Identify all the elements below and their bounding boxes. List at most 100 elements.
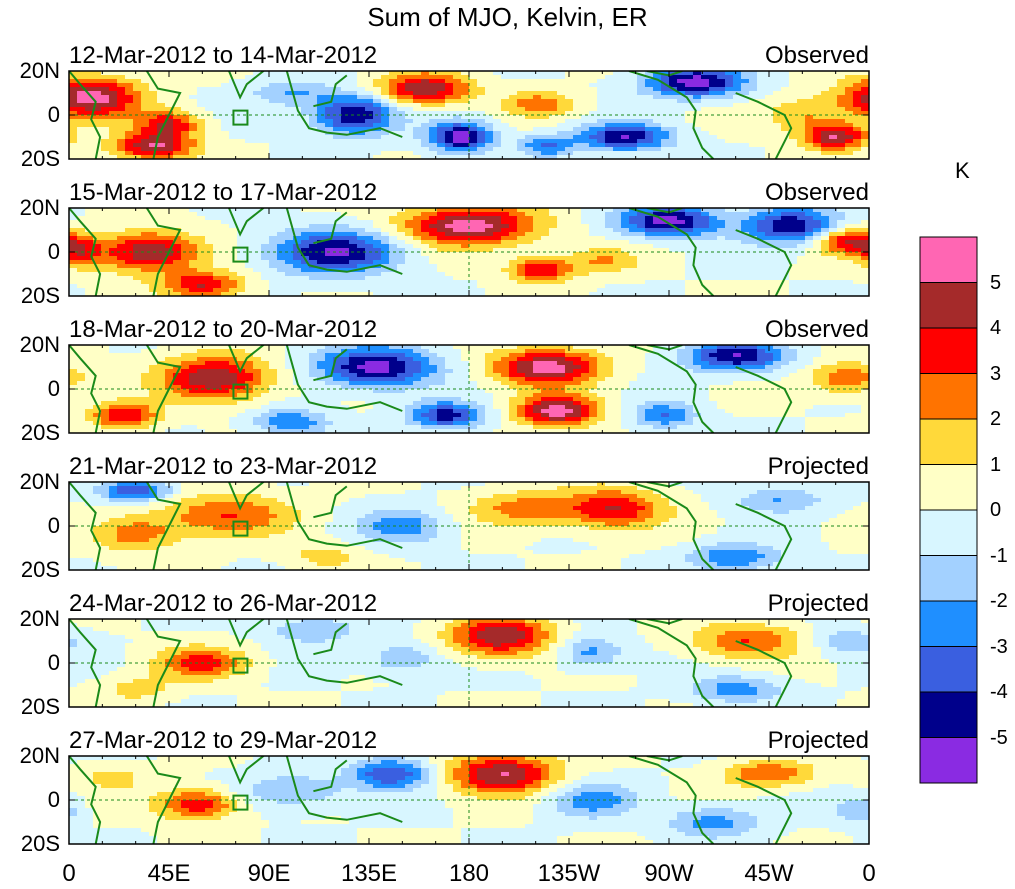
anomaly-cell: [373, 208, 382, 213]
anomaly-cell: [677, 353, 686, 358]
anomaly-cell: [325, 280, 334, 285]
anomaly-cell: [229, 127, 238, 132]
anomaly-cell: [141, 103, 150, 108]
anomaly-cell: [789, 212, 798, 217]
anomaly-cell: [597, 292, 606, 296]
anomaly-cell: [237, 83, 246, 88]
anomaly-cell: [749, 292, 758, 296]
anomaly-cell: [453, 353, 462, 358]
anomaly-cell: [205, 240, 214, 245]
anomaly-cell: [653, 353, 662, 358]
anomaly-cell: [709, 115, 718, 120]
anomaly-cell: [437, 71, 446, 76]
anomaly-cell: [685, 240, 694, 245]
anomaly-cell: [405, 252, 414, 257]
anomaly-cell: [373, 353, 382, 358]
anomaly-cell: [261, 244, 270, 249]
anomaly-cell: [741, 131, 750, 136]
anomaly-cell: [725, 79, 734, 84]
anomaly-cell: [765, 248, 774, 253]
anomaly-cell: [125, 260, 134, 265]
anomaly-cell: [629, 260, 638, 265]
anomaly-cell: [701, 95, 710, 100]
anomaly-cell: [677, 75, 686, 80]
anomaly-cell: [213, 139, 222, 144]
anomaly-cell: [157, 353, 166, 358]
anomaly-cell: [781, 236, 790, 241]
anomaly-cell: [597, 349, 606, 354]
anomaly-cell: [637, 143, 646, 148]
anomaly-cell: [469, 268, 478, 273]
anomaly-cell: [829, 220, 838, 225]
anomaly-cell: [717, 75, 726, 80]
anomaly-cell: [693, 75, 702, 80]
anomaly-cell: [149, 139, 158, 144]
anomaly-cell: [693, 71, 702, 76]
anomaly-cell: [269, 349, 278, 354]
anomaly-cell: [629, 252, 638, 257]
anomaly-cell: [725, 131, 734, 136]
anomaly-cell: [533, 264, 542, 269]
anomaly-cell: [133, 276, 142, 281]
anomaly-cell: [229, 280, 238, 285]
anomaly-cell: [109, 123, 118, 128]
anomaly-cell: [445, 248, 454, 253]
anomaly-cell: [125, 115, 134, 120]
anomaly-cell: [829, 256, 838, 261]
anomaly-cell: [605, 260, 614, 265]
anomaly-cell: [821, 232, 830, 237]
anomaly-cell: [101, 91, 110, 96]
anomaly-cell: [141, 240, 150, 245]
anomaly-cell: [845, 268, 854, 273]
anomaly-cell: [533, 276, 542, 281]
anomaly-cell: [837, 99, 846, 104]
anomaly-cell: [797, 71, 806, 76]
anomaly-cell: [741, 272, 750, 277]
anomaly-cell: [629, 212, 638, 217]
anomaly-cell: [181, 75, 190, 80]
anomaly-cell: [117, 224, 126, 229]
anomaly-cell: [461, 79, 470, 84]
anomaly-cell: [645, 260, 654, 265]
anomaly-cell: [461, 288, 470, 293]
anomaly-cell: [477, 71, 486, 76]
anomaly-cell: [317, 248, 326, 253]
anomaly-cell: [469, 244, 478, 249]
anomaly-cell: [357, 151, 366, 156]
anomaly-cell: [677, 147, 686, 152]
anomaly-cell: [709, 268, 718, 273]
anomaly-cell: [693, 139, 702, 144]
anomaly-cell: [733, 216, 742, 221]
anomaly-cell: [317, 353, 326, 358]
anomaly-cell: [85, 272, 94, 277]
anomaly-cell: [685, 95, 694, 100]
anomaly-cell: [741, 127, 750, 132]
anomaly-cell: [221, 276, 230, 281]
anomaly-cell: [205, 79, 214, 84]
anomaly-cell: [77, 143, 86, 148]
anomaly-cell: [165, 276, 174, 281]
anomaly-cell: [541, 272, 550, 277]
anomaly-cell: [853, 228, 862, 233]
anomaly-cell: [429, 83, 438, 88]
anomaly-cell: [325, 244, 334, 249]
anomaly-cell: [405, 127, 414, 132]
anomaly-cell: [581, 268, 590, 273]
anomaly-cell: [269, 288, 278, 293]
anomaly-cell: [181, 248, 190, 253]
anomaly-cell: [749, 280, 758, 285]
anomaly-cell: [605, 111, 614, 116]
anomaly-cell: [829, 87, 838, 92]
anomaly-cell: [773, 135, 782, 140]
anomaly-cell: [661, 349, 670, 354]
anomaly-cell: [613, 103, 622, 108]
anomaly-cell: [733, 244, 742, 249]
anomaly-cell: [285, 228, 294, 233]
anomaly-cell: [341, 115, 350, 120]
anomaly-cell: [77, 236, 86, 241]
anomaly-cell: [461, 276, 470, 281]
anomaly-cell: [669, 79, 678, 84]
anomaly-cell: [285, 123, 294, 128]
anomaly-cell: [733, 95, 742, 100]
anomaly-cell: [501, 264, 510, 269]
